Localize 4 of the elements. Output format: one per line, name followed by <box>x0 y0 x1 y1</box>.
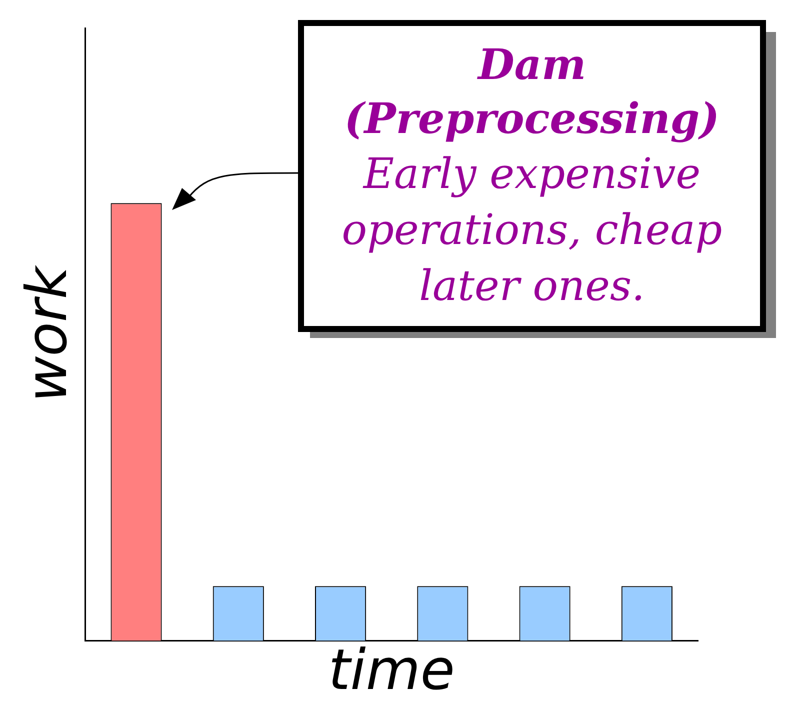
annotation: Early expensive operations, cheap later ones. <box>340 148 724 312</box>
y-axis-title: work <box>15 264 80 402</box>
chart-title: Dam (Preprocessing) <box>343 39 721 145</box>
x-axis-title: time <box>328 638 455 703</box>
